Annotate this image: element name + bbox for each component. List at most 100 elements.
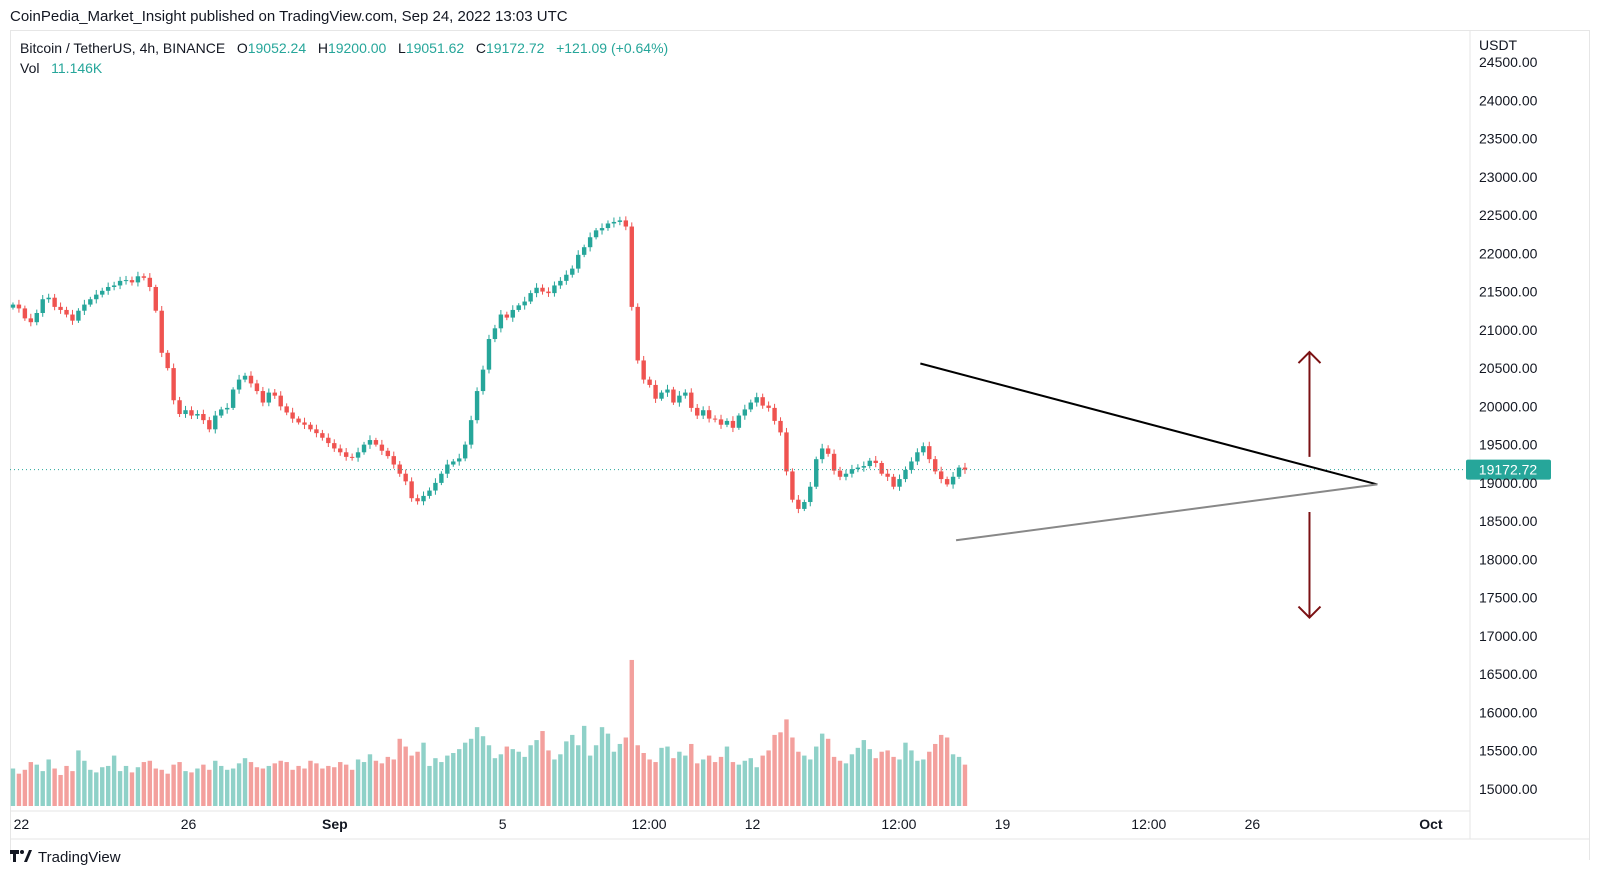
candle-body	[16, 304, 22, 309]
close-value: 19172.72	[486, 40, 545, 56]
volume-bar	[272, 763, 277, 806]
low-value: 19051.62	[405, 40, 465, 56]
volume-bar	[224, 769, 230, 806]
candle-body	[379, 444, 385, 451]
volume-bar	[135, 767, 141, 806]
candle-body	[504, 314, 510, 318]
candle-body	[736, 415, 742, 428]
candle-body	[510, 309, 515, 318]
volume-bar	[326, 765, 331, 806]
volume-bar	[230, 768, 236, 806]
volume-bar	[849, 754, 855, 806]
volume-bar	[576, 745, 581, 806]
candle-body	[355, 452, 361, 458]
volume-bar	[814, 746, 819, 806]
volume-bar	[159, 769, 164, 806]
volume-bar	[641, 753, 646, 806]
vol-label[interactable]: Vol	[20, 60, 40, 76]
volume-bar	[492, 758, 498, 806]
volume-bar	[34, 764, 39, 806]
volume-bar	[552, 759, 557, 806]
volume-bar	[665, 746, 670, 806]
volume-bar	[671, 758, 676, 806]
symbol-title[interactable]: Bitcoin / TetherUS, 4h, BINANCE	[20, 40, 226, 56]
volume-bar	[659, 747, 664, 806]
volume-bar	[695, 763, 700, 806]
volume-bar	[581, 725, 587, 806]
candle-body	[885, 473, 890, 477]
candle-body	[88, 299, 93, 305]
candle-body	[105, 286, 111, 291]
candle-body	[391, 456, 396, 465]
volume-bar	[683, 755, 688, 806]
volume-bar	[570, 734, 575, 806]
candle-body	[599, 228, 605, 231]
x-tick-label: 26	[1245, 816, 1261, 832]
volume-bar	[147, 760, 153, 806]
candle-body	[195, 414, 200, 416]
close-label: C	[475, 40, 487, 56]
candle-body	[320, 433, 325, 438]
candle-body	[956, 467, 962, 477]
candle-body	[623, 220, 629, 227]
candle-body	[641, 360, 646, 380]
upper-resistance-line	[920, 362, 1378, 486]
last-price-tag	[1466, 459, 1551, 480]
volume-bar	[76, 750, 81, 806]
candle-body	[230, 389, 236, 408]
change-value: +121.09 (+0.64%)	[556, 40, 669, 56]
candle-body	[10, 304, 16, 308]
candle-body	[927, 446, 932, 460]
candle-body	[284, 406, 289, 413]
candle-body	[260, 391, 266, 403]
candle-body	[825, 448, 831, 454]
volume-bar	[46, 759, 51, 806]
candle-body	[635, 306, 640, 361]
y-tick-label: 18000.00	[1479, 551, 1538, 567]
volume-bar	[819, 733, 825, 806]
lower-support-line	[955, 483, 1378, 542]
volume-bar	[462, 742, 468, 806]
volume-bar	[748, 758, 753, 806]
volume-bar	[111, 755, 117, 806]
volume-bar	[736, 764, 742, 806]
candle-body	[724, 420, 730, 425]
candle-body	[718, 419, 724, 425]
volume-bar	[915, 760, 920, 806]
y-tick-label: 17000.00	[1479, 628, 1538, 644]
candle-body	[361, 444, 367, 453]
volume-bar	[409, 755, 414, 806]
volume-bar	[391, 759, 396, 806]
candle-body	[46, 297, 51, 300]
y-tick-label: 21000.00	[1479, 322, 1538, 338]
candle-body	[576, 254, 581, 269]
candle-body	[326, 437, 331, 444]
volume-bar	[885, 750, 890, 806]
volume-bar	[100, 767, 105, 806]
candle-body	[367, 440, 373, 445]
candle-body	[665, 389, 670, 393]
candle-body	[236, 379, 242, 390]
volume-bar	[891, 756, 896, 806]
volume-bar	[177, 762, 182, 806]
ohlc-legend: Bitcoin / TetherUS, 4h, BINANCE O19052.2…	[20, 40, 668, 56]
candle-body	[730, 420, 736, 428]
candle-body	[272, 392, 277, 396]
candle-body	[254, 383, 260, 392]
candle-body	[695, 407, 700, 416]
volume-bar	[338, 762, 343, 806]
volume-bar	[296, 765, 301, 806]
candle-body	[528, 293, 533, 302]
candle-body	[397, 464, 402, 474]
candle-body	[457, 458, 462, 462]
candle-body	[897, 479, 902, 487]
candle-body	[332, 443, 337, 449]
volume-bar	[706, 755, 712, 806]
volume-bar	[385, 756, 391, 806]
footer-brand[interactable]: TradingView	[10, 849, 121, 866]
candle-body	[385, 450, 391, 457]
candle-body	[933, 459, 938, 472]
candle-body	[445, 464, 450, 474]
y-tick-label: 17500.00	[1479, 590, 1538, 606]
